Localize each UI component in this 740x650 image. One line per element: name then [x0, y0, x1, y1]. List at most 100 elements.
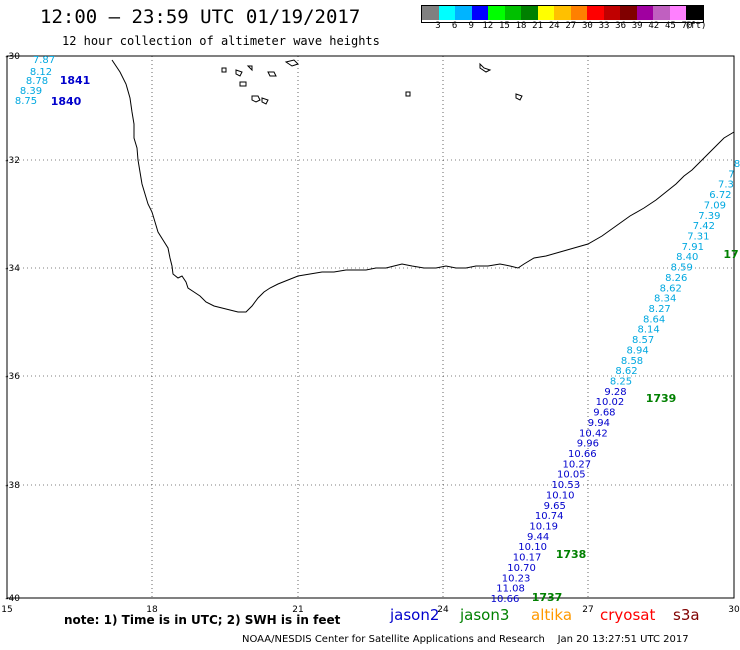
wave-height-label: 10.05 [557, 470, 586, 481]
wave-height-label: 8.94 [626, 345, 648, 356]
legend-label: 12 [482, 21, 494, 31]
wave-height-label: 7.31 [687, 232, 709, 243]
legend-swatch-5 [504, 6, 521, 20]
pass-time-label: 1739 [646, 392, 677, 405]
legend-label: 39 [631, 21, 643, 31]
legend-label: 36 [615, 21, 627, 31]
legend-swatch-8 [554, 6, 571, 20]
wave-height-label: 10.23 [502, 573, 531, 584]
wave-height-label: 10.27 [562, 459, 591, 470]
lon-tick-label: 18 [146, 605, 158, 615]
wave-height-label: 10.66 [568, 449, 597, 460]
wave-height-label: 10.02 [596, 397, 625, 408]
wave-height-label: 10.66 [491, 594, 520, 605]
lat-tick-label: -36 [5, 372, 20, 382]
wave-height-label: 10.70 [507, 563, 536, 574]
wave-height-label: 6.72 [709, 190, 731, 201]
legend-label: 27 [565, 21, 577, 31]
wave-height-label: 8.39 [20, 86, 42, 97]
wave-height-label: 9.28 [604, 387, 626, 398]
legend-swatch-0 [422, 6, 439, 20]
wave-height-label: 7 [728, 169, 734, 180]
wave-height-label: 9.68 [593, 408, 615, 419]
wave-height-label: 7.3 [718, 180, 734, 191]
wave-height-label: 10.53 [551, 480, 580, 491]
legend-label: 42 [648, 21, 660, 31]
wave-height-label: 7.42 [693, 221, 715, 232]
wave-height-label: 8.12 [30, 67, 52, 78]
wave-height-label: 10.74 [535, 511, 564, 522]
wave-height-label: 8.25 [610, 377, 632, 388]
legend-swatch-9 [570, 6, 587, 20]
wave-height-label: 7.39 [698, 211, 720, 222]
wave-height-label: 9.44 [527, 532, 549, 543]
legend-swatch-3 [471, 6, 488, 20]
legend-label: 9 [468, 21, 474, 31]
sat-jason2: jason2 [390, 606, 440, 624]
map-title: 12:00 – 23:59 UTC 01/19/2017 [40, 6, 361, 28]
wave-height-label: 8.59 [671, 263, 693, 274]
legend-label: (ft) [684, 21, 707, 31]
lon-tick-label: 21 [292, 605, 303, 615]
wave-height-label: 8 [734, 159, 740, 170]
wave-height-label: 10.10 [546, 490, 575, 501]
wave-height-label: 8.58 [621, 356, 643, 367]
wave-height-label: 8.64 [643, 314, 665, 325]
lat-tick-label: -38 [5, 481, 20, 491]
legend-swatch-4 [488, 6, 505, 20]
wave-height-label: 9.65 [544, 501, 566, 512]
legend-swatch-7 [537, 6, 554, 20]
footer-credit: NOAA/NESDIS Center for Satellite Applica… [242, 634, 689, 645]
coastline [111, 59, 735, 313]
legend-label: 6 [451, 21, 458, 31]
wave-height-label: 8.27 [649, 304, 671, 315]
legend-swatch-16 [686, 6, 703, 20]
legend-label: 33 [598, 21, 610, 31]
wave-height-label: 10.19 [529, 522, 558, 533]
legend-label: 70 [681, 21, 693, 31]
wave-height-label: 10.17 [513, 553, 542, 564]
lon-tick-label: 30 [728, 605, 740, 615]
legend-swatch-11 [603, 6, 620, 20]
wave-height-label: 10.42 [579, 428, 608, 439]
map-subtitle: 12 hour collection of altimeter wave hei… [62, 34, 380, 48]
wave-height-label: 8.75 [15, 96, 37, 107]
wave-height-label: 8.62 [615, 366, 637, 377]
pass-time-label: 1737 [532, 591, 563, 604]
legend-swatch-13 [636, 6, 653, 20]
pass-time-label: 1840 [51, 95, 82, 108]
wave-height-label: 7.91 [682, 242, 704, 253]
wave-height-label: 7.09 [704, 200, 726, 211]
sat-cryosat: cryosat [600, 606, 656, 624]
legend-label: 3 [435, 21, 441, 31]
legend-label: 45 [664, 21, 676, 31]
pass-time-label: 1738 [556, 548, 587, 561]
legend-swatch-1 [438, 6, 455, 20]
sat-altika: altika [531, 606, 573, 624]
map-frame [6, 55, 735, 599]
legend-label: 30 [581, 21, 593, 31]
lon-tick-label: 15 [1, 605, 12, 615]
lon-tick-label: 27 [582, 605, 593, 615]
legend-swatch-14 [653, 6, 670, 20]
wave-height-label: 9.94 [588, 418, 610, 429]
wave-height-label: 8.40 [676, 252, 698, 263]
wave-height-label: 8.57 [632, 335, 654, 346]
wave-height-label: 7.87 [33, 55, 55, 66]
lat-tick-label: -34 [5, 264, 20, 274]
legend-label: 15 [498, 21, 510, 31]
sat-s3a: s3a [673, 606, 700, 624]
legend-swatch-15 [669, 6, 686, 20]
legend-label: 24 [548, 21, 560, 31]
pass-time-label: 1841 [60, 74, 91, 87]
sat-jason3: jason3 [460, 606, 510, 624]
lat-tick-label: -32 [5, 156, 20, 166]
legend-swatch-6 [521, 6, 538, 20]
islands [221, 59, 523, 105]
legend-swatch-2 [455, 6, 472, 20]
lon-tick-label: 24 [437, 605, 449, 615]
graticule: 15 18 21 24 27 30 -30 -32 -34 -36 -38 -40 [1, 52, 740, 615]
color-scale-legend [421, 5, 704, 23]
wave-height-label: 9.96 [577, 439, 599, 450]
